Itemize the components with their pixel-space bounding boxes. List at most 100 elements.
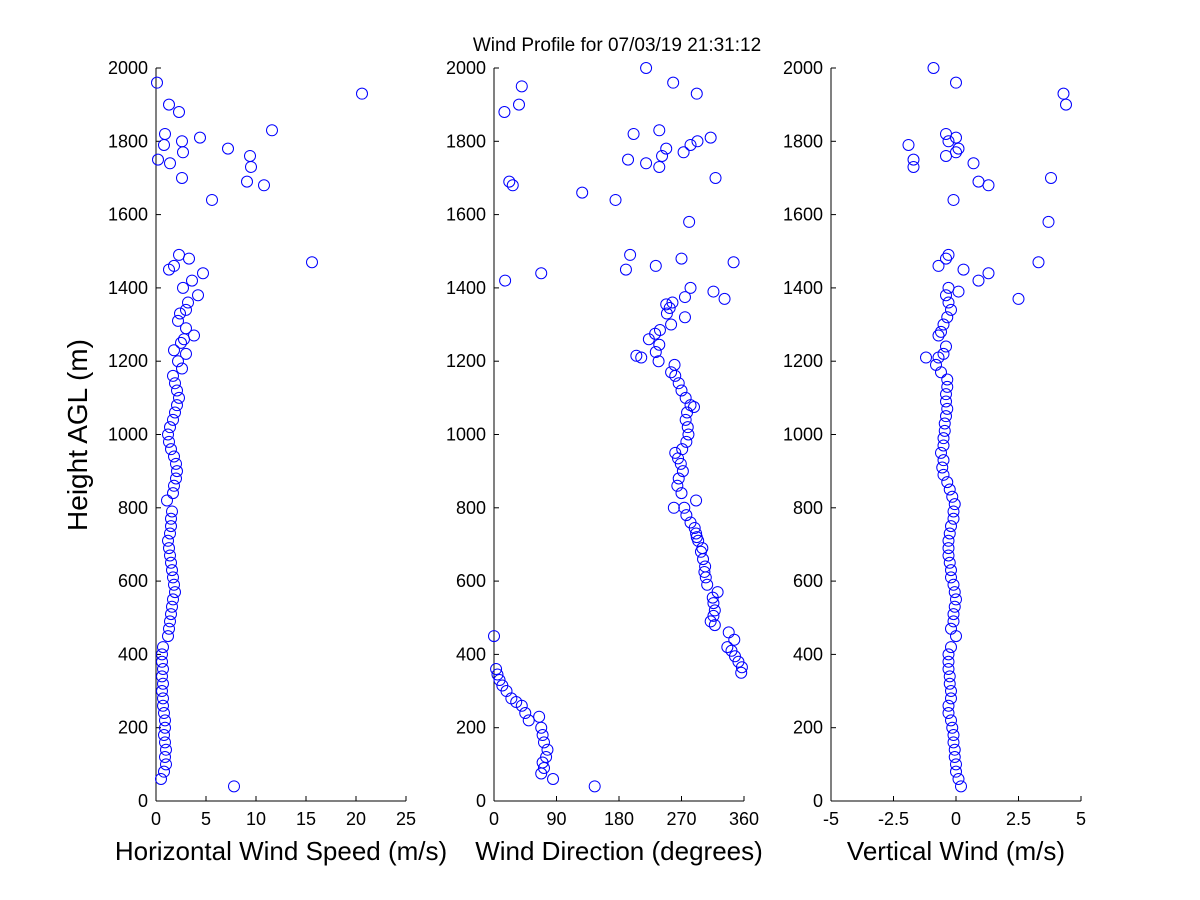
data-point (676, 465, 689, 478)
data-point (163, 435, 175, 448)
data-point (513, 98, 525, 111)
panel-3: 0 200 400 600 800 1000 1200 1400 1600 1800 2000 -5 -… (783, 58, 1086, 866)
data-point (588, 780, 601, 793)
data-point (940, 127, 952, 140)
y-tick-label: 1600 (108, 205, 148, 225)
data-point (691, 135, 704, 148)
data-point (707, 285, 720, 298)
data-point (158, 138, 170, 151)
data-point (902, 138, 915, 151)
data-point (176, 362, 188, 375)
y-tick-label: 0 (138, 791, 148, 811)
data-point (932, 259, 945, 272)
data-point (669, 446, 682, 459)
data-point (164, 615, 176, 628)
data-point (948, 498, 961, 511)
data-point (535, 721, 548, 734)
data-point (940, 410, 952, 423)
y-tick-label: 600 (456, 571, 486, 591)
data-point (942, 699, 955, 712)
data-point (972, 175, 985, 188)
data-point (488, 630, 500, 643)
data-point (165, 608, 177, 621)
data-point (168, 479, 180, 492)
data-point (158, 707, 170, 720)
data-point (690, 494, 703, 507)
data-point (946, 490, 959, 503)
data-point (938, 417, 951, 430)
data-point (541, 743, 554, 756)
data-point (197, 267, 209, 280)
panel-2: 0 200 400 600 800 1000 1200 1400 1600 1800 2000 0 90… (446, 58, 763, 866)
data-point (707, 609, 720, 622)
y-axis-label: Height AGL (m) (62, 339, 93, 531)
data-point (672, 472, 685, 485)
data-point (952, 285, 965, 298)
data-point (943, 556, 956, 569)
data-point (159, 127, 171, 140)
data-point (942, 296, 955, 309)
data-point (619, 263, 632, 276)
data-point (942, 663, 955, 676)
data-point (945, 685, 957, 698)
data-point (972, 274, 985, 287)
data-point (937, 454, 950, 467)
data-point (932, 329, 945, 342)
y-tick-label: 0 (813, 791, 823, 811)
data-point (182, 296, 194, 309)
data-point (682, 428, 695, 441)
data-point (678, 311, 691, 324)
x-axis-label: Horizontal Wind Speed (m/s) (115, 836, 447, 866)
data-point (678, 501, 691, 514)
data-point (522, 714, 535, 727)
data-point (656, 149, 669, 162)
y-tick-label: 1400 (108, 278, 148, 298)
data-point (535, 267, 548, 280)
data-point (163, 622, 175, 635)
data-point (947, 578, 960, 591)
data-point (168, 344, 180, 357)
data-point (665, 318, 678, 331)
data-point (942, 707, 955, 720)
data-point (920, 351, 932, 364)
data-point (680, 435, 693, 448)
data-point (941, 373, 954, 386)
data-point (665, 366, 678, 379)
data-point (927, 62, 940, 74)
data-point (947, 736, 960, 749)
data-point (680, 509, 693, 522)
x-tick-label: 0 (489, 809, 499, 829)
y-tick-label: 2000 (108, 58, 148, 78)
data-point (674, 457, 687, 470)
data-point (945, 571, 957, 584)
data-point (942, 248, 955, 261)
data-point (945, 622, 957, 635)
data-point (940, 289, 952, 302)
data-point (948, 751, 961, 764)
data-point (162, 630, 174, 643)
data-point (152, 153, 164, 166)
data-point (907, 153, 920, 166)
data-point (206, 193, 218, 206)
chart-title: Wind Profile for 07/03/19 21:31:12 (473, 35, 761, 56)
y-tick-label: 1800 (783, 131, 823, 151)
data-point (941, 311, 954, 324)
data-point (156, 648, 168, 661)
data-point (180, 303, 192, 316)
data-point (690, 87, 703, 100)
data-point (709, 171, 722, 184)
data-point (164, 157, 176, 170)
data-point (168, 578, 180, 591)
data-point (164, 549, 176, 562)
data-point (940, 252, 952, 265)
data-point (533, 710, 546, 723)
data-point (165, 443, 177, 456)
data-point (167, 369, 179, 382)
data-point (653, 338, 666, 351)
data-point (161, 494, 173, 507)
data-point (907, 160, 920, 173)
data-point (735, 666, 748, 679)
data-point (935, 366, 947, 379)
